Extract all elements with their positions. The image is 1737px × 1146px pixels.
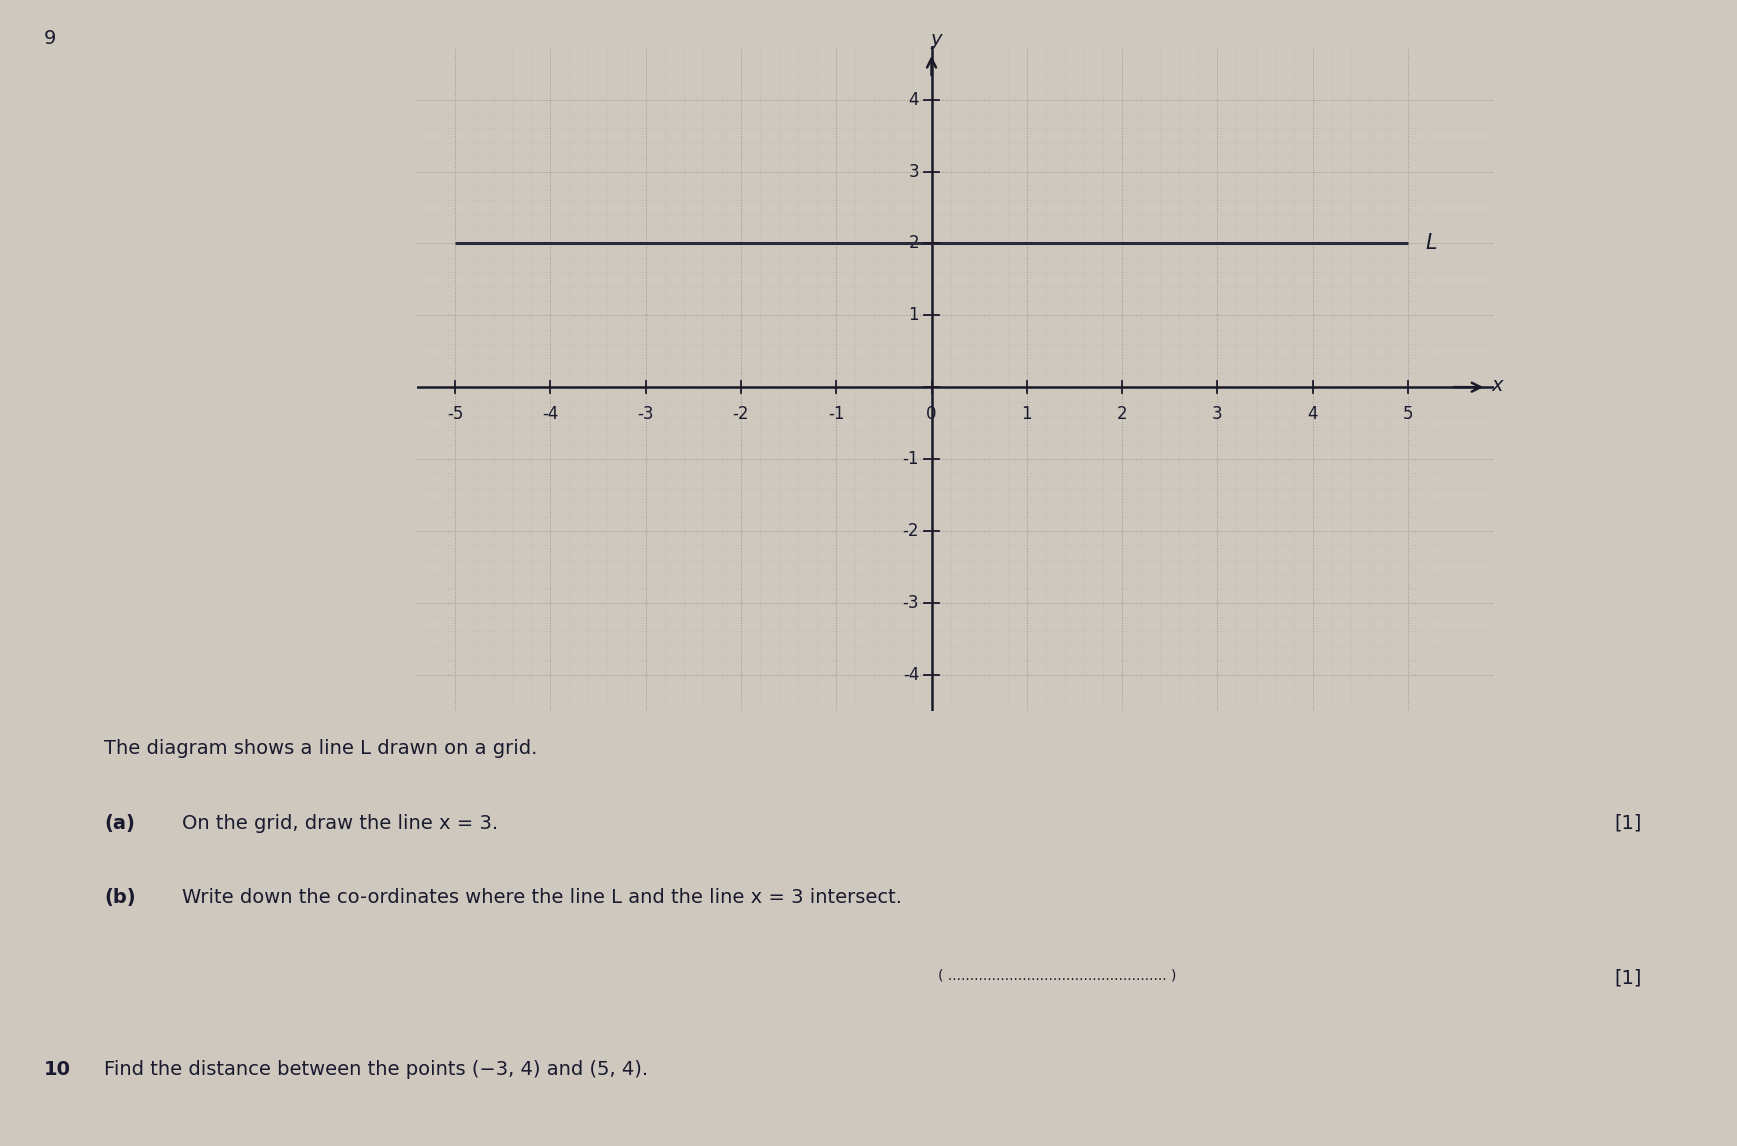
Text: -3: -3 (637, 406, 653, 423)
Text: 0: 0 (926, 406, 936, 423)
Text: y: y (931, 31, 941, 49)
Text: Find the distance between the points (−3, 4) and (5, 4).: Find the distance between the points (−3… (104, 1060, 648, 1080)
Text: -1: -1 (903, 450, 919, 468)
Text: 4: 4 (908, 91, 919, 109)
Text: -4: -4 (542, 406, 559, 423)
Text: ( .................................................. ): ( ......................................… (938, 968, 1176, 982)
Text: (b): (b) (104, 888, 135, 908)
Text: 9: 9 (43, 29, 56, 48)
Text: -3: -3 (903, 594, 919, 612)
Text: 1: 1 (1021, 406, 1032, 423)
Text: 2: 2 (1117, 406, 1127, 423)
Text: 5: 5 (1403, 406, 1414, 423)
Text: L: L (1424, 234, 1436, 253)
Text: -2: -2 (903, 521, 919, 540)
Text: 2: 2 (908, 235, 919, 252)
Text: On the grid, draw the line x = 3.: On the grid, draw the line x = 3. (182, 814, 499, 833)
Text: -4: -4 (903, 666, 919, 684)
Text: 4: 4 (1308, 406, 1318, 423)
Text: [1]: [1] (1614, 814, 1641, 833)
Text: 3: 3 (908, 163, 919, 181)
Text: (a): (a) (104, 814, 135, 833)
Text: -1: -1 (829, 406, 844, 423)
Text: x: x (1492, 376, 1504, 394)
Text: Write down the co-ordinates where the line L and the line x = 3 intersect.: Write down the co-ordinates where the li… (182, 888, 903, 908)
Text: -2: -2 (733, 406, 749, 423)
Text: 3: 3 (1212, 406, 1223, 423)
Text: 10: 10 (43, 1060, 71, 1080)
Text: -5: -5 (446, 406, 464, 423)
Text: [1]: [1] (1614, 968, 1641, 988)
Text: The diagram shows a line L drawn on a grid.: The diagram shows a line L drawn on a gr… (104, 739, 537, 759)
Text: 1: 1 (908, 306, 919, 324)
